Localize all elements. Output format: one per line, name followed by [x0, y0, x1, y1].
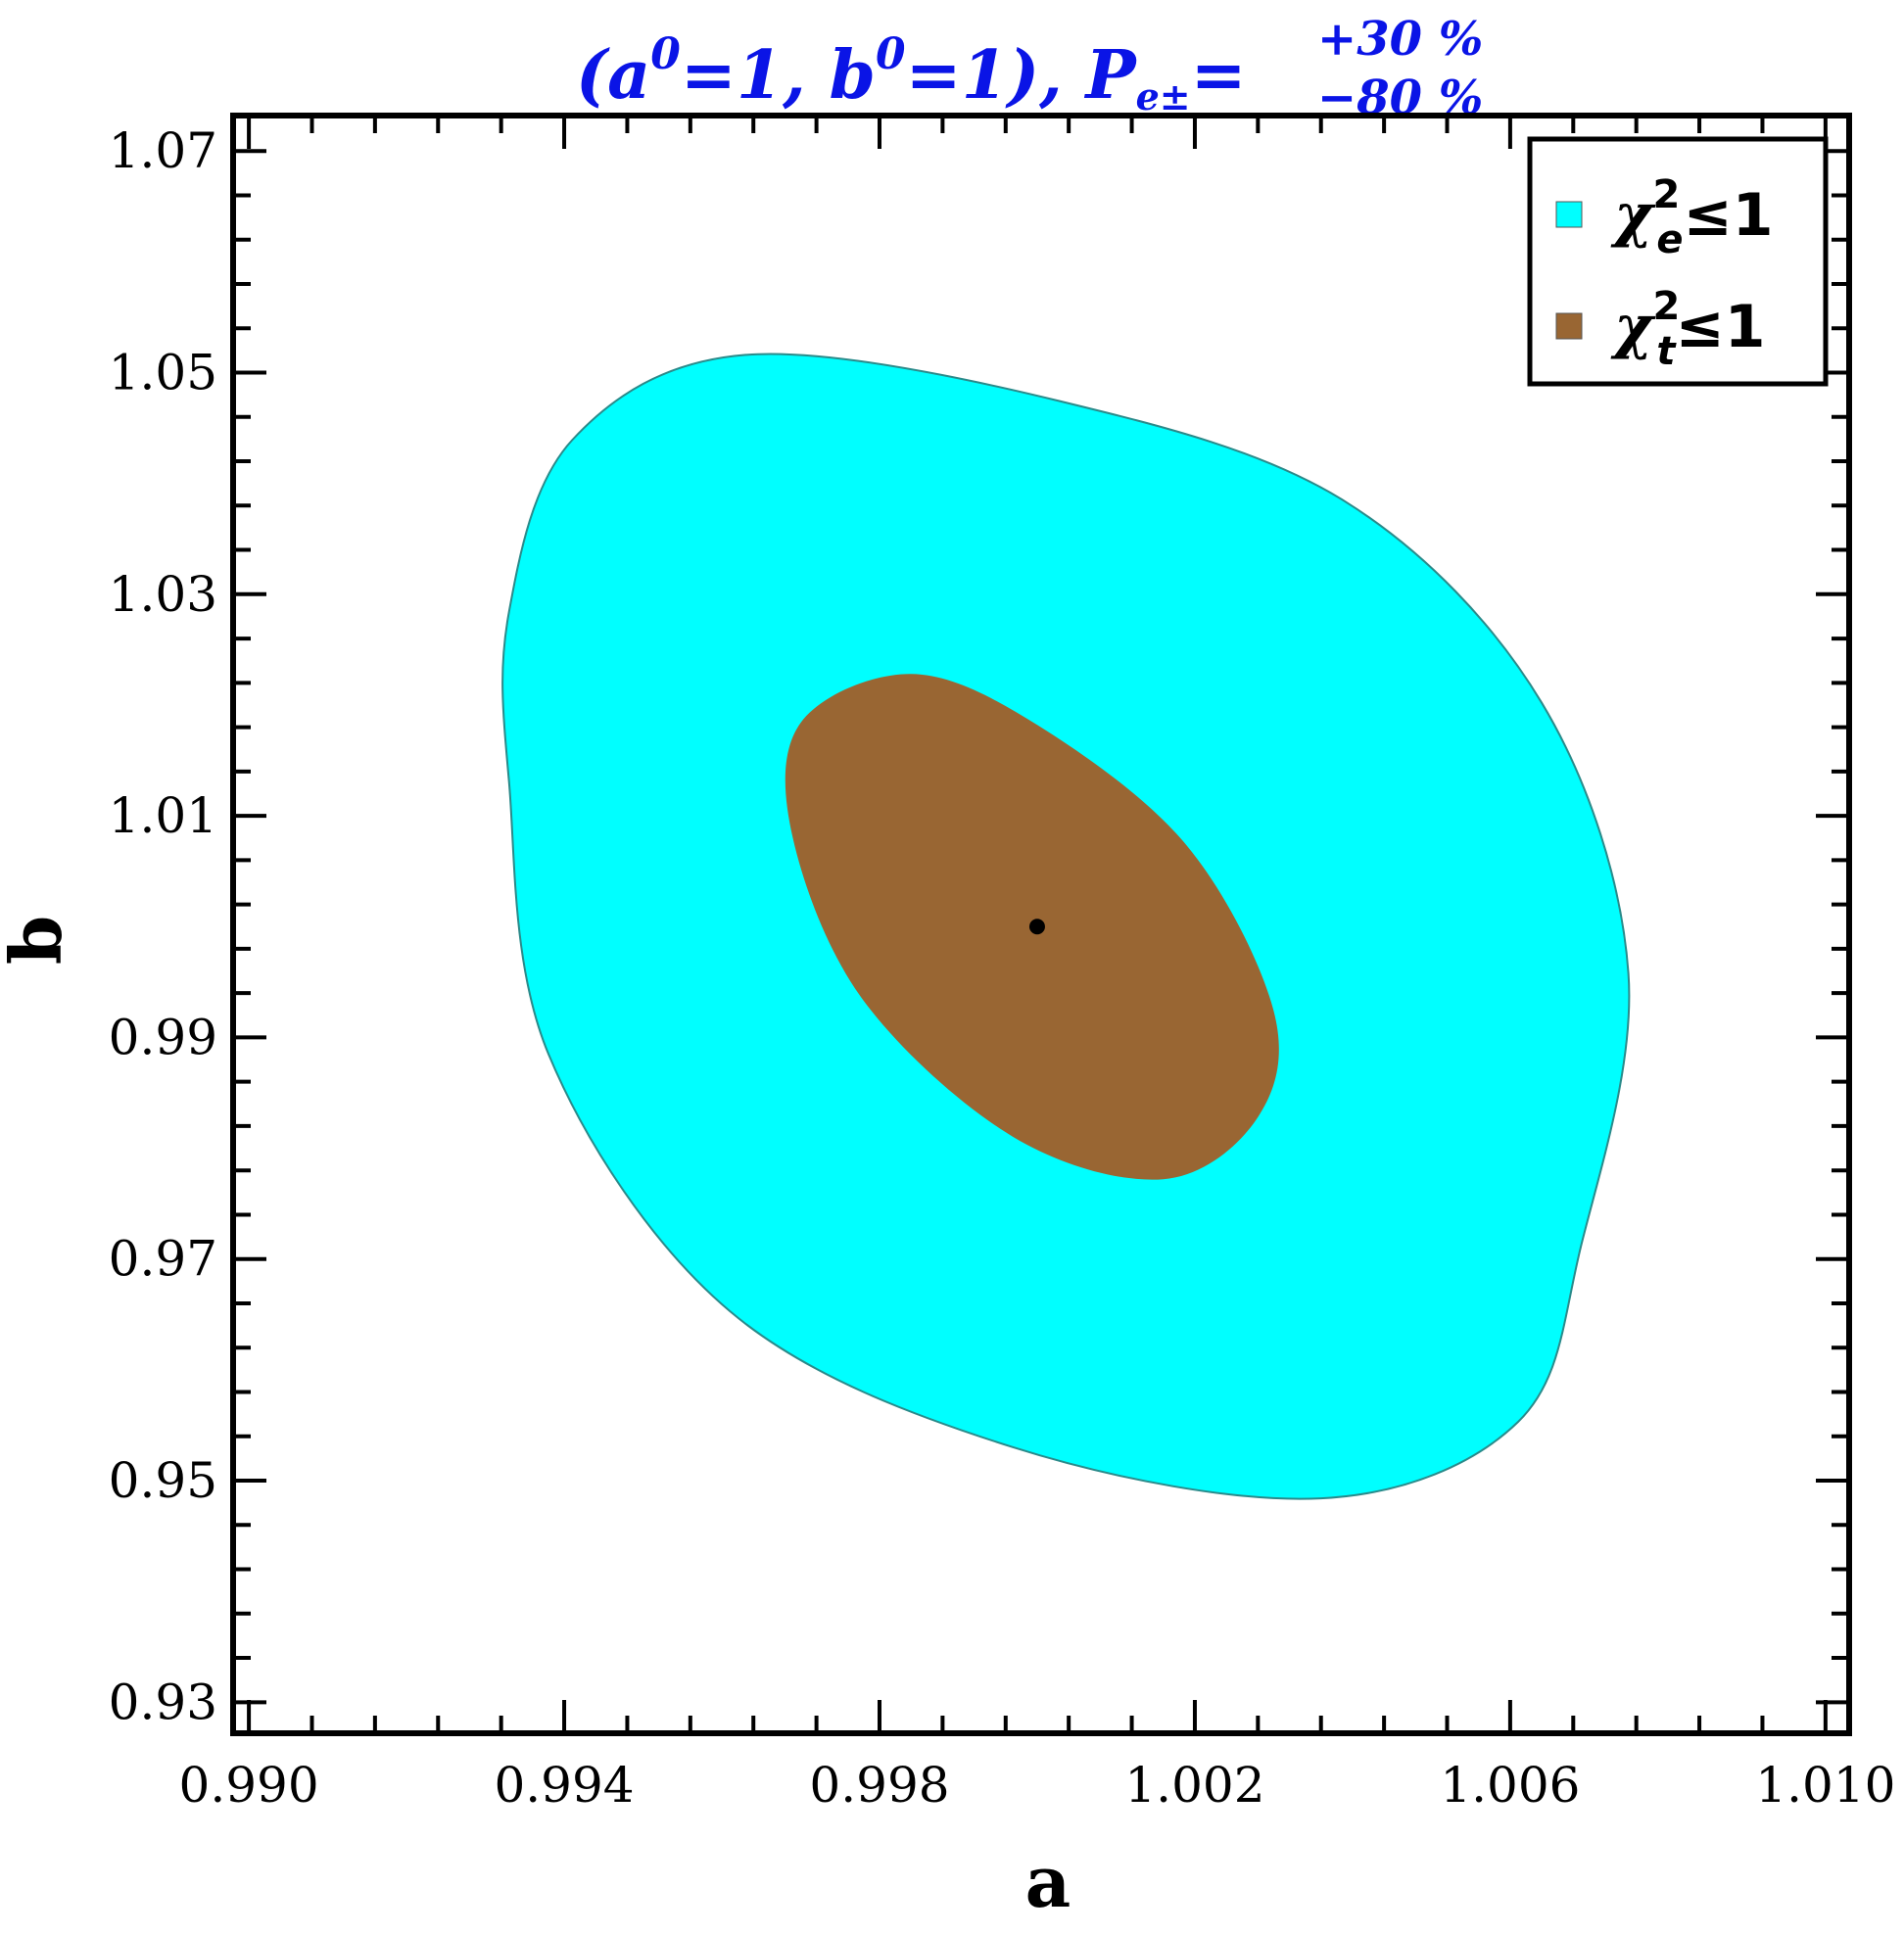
x-tick-label: 0.990	[179, 1757, 319, 1814]
plot-frame	[230, 113, 1852, 1736]
x-tick-labels: 0.990 0.994 0.998 1.002 1.006 1.010	[179, 1757, 1896, 1814]
y-axis-label: b	[0, 916, 77, 965]
title-part1: (a	[576, 36, 650, 115]
x-tick-label: 1.006	[1440, 1757, 1580, 1814]
title-eq: =	[1191, 36, 1247, 115]
y-tick-label: 0.93	[109, 1674, 217, 1730]
legend-label: χ2 t≤1	[1610, 284, 1765, 374]
title-part3: =1), P	[906, 36, 1138, 115]
title-sup1: 0	[650, 29, 681, 79]
title-sup2: 0	[876, 29, 906, 79]
y-tick-label: 1.05	[109, 345, 217, 401]
title-part2: =1, b	[681, 36, 876, 115]
x-axis-label: a	[1025, 1840, 1071, 1923]
x-tick-label: 1.002	[1124, 1757, 1264, 1814]
chart-title: (a0=1, b0=1), Pe±=	[576, 29, 1247, 118]
y-tick-label: 0.97	[109, 1231, 217, 1288]
legend-swatch	[1555, 201, 1583, 228]
legend-box	[1527, 136, 1829, 387]
y-tick-labels: 0.93 0.95 0.97 0.99 1.01 1.03 1.05 1.07	[109, 122, 217, 1730]
title-upper: +30 %	[1317, 12, 1483, 67]
y-tick-label: 0.95	[109, 1452, 217, 1509]
y-tick-label: 1.07	[109, 122, 217, 179]
x-tick-label: 0.994	[494, 1757, 634, 1814]
x-tick-label: 1.010	[1755, 1757, 1895, 1814]
title-sub: e±	[1136, 74, 1191, 118]
y-tick-label: 1.03	[109, 566, 217, 623]
regions-layer	[501, 353, 1631, 1500]
legend-swatch	[1555, 312, 1583, 340]
y-tick-label: 0.99	[109, 1009, 217, 1065]
center-point	[1028, 919, 1045, 935]
legend: χ2 e≤1 χ2 t≤1	[1527, 136, 1829, 387]
x-tick-label: 0.998	[809, 1757, 949, 1814]
y-tick-label: 1.01	[109, 787, 217, 844]
legend-label: χ2 e≤1	[1610, 172, 1773, 262]
